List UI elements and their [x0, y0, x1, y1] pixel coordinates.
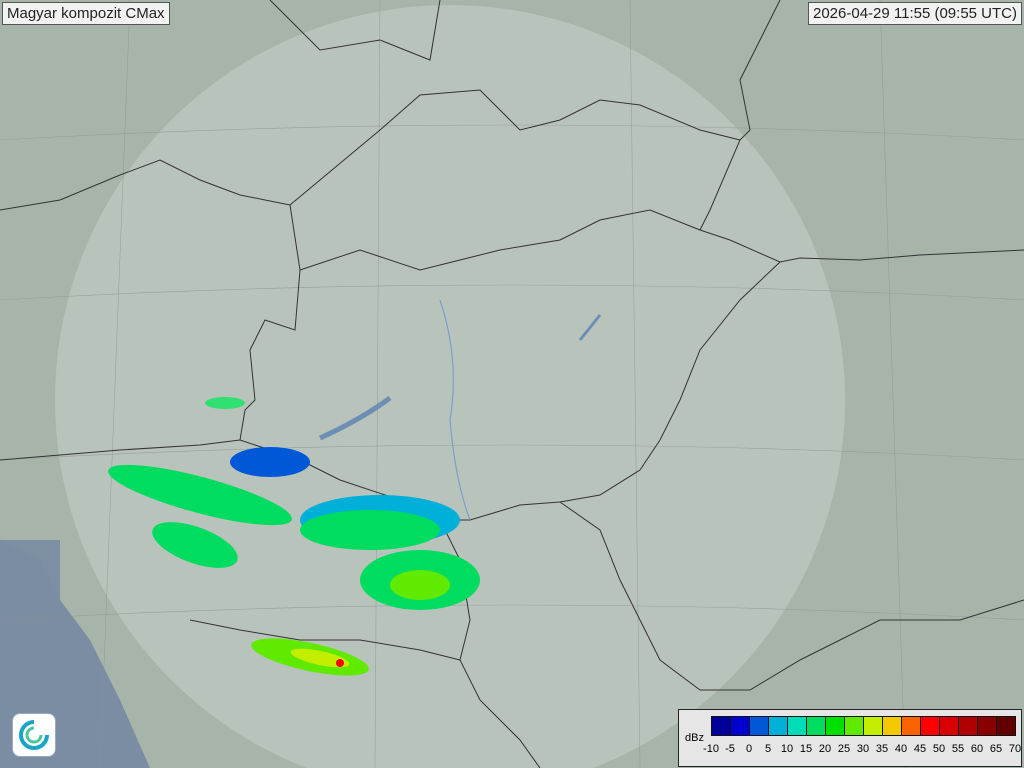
legend-swatch [921, 717, 940, 735]
legend-swatch [978, 717, 997, 735]
legend-tick-label: 10 [780, 743, 794, 755]
legend-tick-label: 55 [951, 743, 965, 755]
legend-tick-label: 15 [799, 743, 813, 755]
radar-coverage-circle [55, 5, 845, 768]
legend-tick-label: 50 [932, 743, 946, 755]
lakes-rivers [318, 299, 602, 521]
radar-echoes [108, 397, 480, 676]
legend-tick-label: 35 [875, 743, 889, 755]
legend-tick-label: 40 [894, 743, 908, 755]
legend-tick-label: 45 [913, 743, 927, 755]
legend-swatch [826, 717, 845, 735]
legend-tick-label: 60 [970, 743, 984, 755]
legend-tick-label: 0 [745, 743, 753, 755]
legend-tick-label: -5 [725, 743, 735, 755]
legend-tick-label: 30 [856, 743, 870, 755]
legend-swatch [902, 717, 921, 735]
legend-swatch [769, 717, 788, 735]
legend-unit: dBz [685, 732, 704, 744]
legend-swatch [864, 717, 883, 735]
dbz-legend: dBz -10 -5 0 5 10 15 20 25 30 35 40 45 50 55 60 65 70 [678, 709, 1022, 767]
legend-swatch [940, 717, 959, 735]
legend-swatch [788, 717, 807, 735]
legend-swatch [807, 717, 826, 735]
legend-tick-label: -10 [703, 743, 719, 755]
legend-swatch [883, 717, 902, 735]
weather-service-logo[interactable] [12, 713, 56, 757]
color-scale [711, 716, 1016, 736]
legend-tick-label: 5 [764, 743, 772, 755]
legend-swatch [997, 717, 1015, 735]
legend-tick-label: 20 [818, 743, 832, 755]
legend-swatch [959, 717, 978, 735]
timestamp: 2026-04-29 11:55 (09:55 UTC) [807, 2, 1022, 25]
legend-swatch [712, 717, 731, 735]
legend-tick-label: 65 [989, 743, 1003, 755]
swirl-icon [19, 720, 49, 750]
legend-tick-label: 25 [837, 743, 851, 755]
legend-swatch [845, 717, 864, 735]
legend-swatch [750, 717, 769, 735]
product-title: Magyar kompozit CMax [2, 2, 170, 25]
legend-tick-label: 70 [1008, 743, 1022, 755]
legend-swatch [731, 717, 750, 735]
